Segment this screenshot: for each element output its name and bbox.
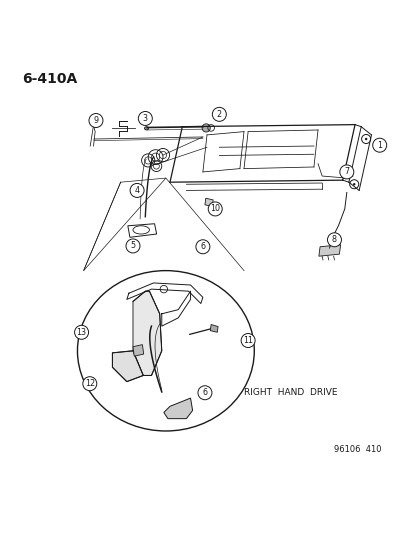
Text: 6-410A: 6-410A	[22, 72, 77, 86]
Text: 12: 12	[85, 379, 95, 388]
Circle shape	[89, 114, 103, 127]
Text: 9: 9	[93, 116, 98, 125]
Text: 7: 7	[344, 167, 349, 176]
Circle shape	[130, 183, 144, 197]
Polygon shape	[133, 291, 161, 375]
Text: 96106  410: 96106 410	[334, 445, 381, 454]
Circle shape	[197, 386, 211, 400]
Circle shape	[212, 107, 226, 122]
Polygon shape	[112, 351, 143, 382]
Text: 6: 6	[202, 388, 207, 397]
Polygon shape	[164, 398, 192, 418]
Text: 6: 6	[200, 243, 205, 251]
Text: 8: 8	[331, 235, 336, 244]
Circle shape	[74, 325, 88, 340]
Circle shape	[138, 111, 152, 125]
Circle shape	[126, 239, 140, 253]
Circle shape	[240, 334, 254, 348]
Text: 10: 10	[210, 205, 220, 213]
Circle shape	[372, 138, 386, 152]
Ellipse shape	[144, 127, 148, 130]
Polygon shape	[210, 325, 218, 332]
Text: RIGHT  HAND  DRIVE: RIGHT HAND DRIVE	[243, 388, 337, 397]
Circle shape	[208, 202, 222, 216]
Text: 11: 11	[242, 336, 252, 345]
Text: 5: 5	[130, 241, 135, 251]
Polygon shape	[204, 198, 213, 206]
Circle shape	[202, 124, 210, 132]
Polygon shape	[318, 245, 340, 256]
Text: 1: 1	[376, 141, 381, 150]
Circle shape	[327, 233, 341, 247]
Circle shape	[339, 165, 353, 179]
Circle shape	[352, 183, 355, 185]
Circle shape	[195, 240, 209, 254]
Circle shape	[83, 377, 97, 391]
Text: 13: 13	[76, 328, 86, 337]
Polygon shape	[133, 345, 143, 356]
Text: 2: 2	[216, 110, 221, 119]
Circle shape	[364, 138, 366, 140]
Text: 3: 3	[142, 114, 147, 123]
Text: 4: 4	[134, 186, 139, 195]
